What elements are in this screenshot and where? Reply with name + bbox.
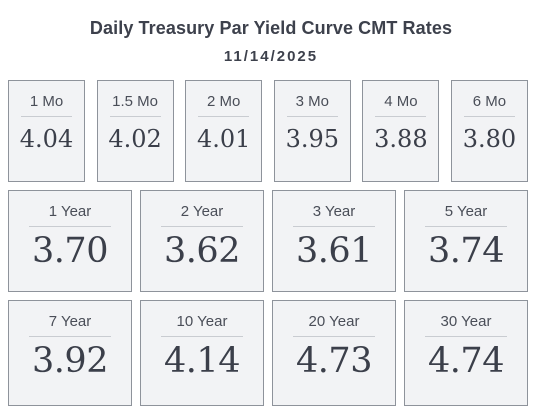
rate-tile-10-year: 10 Year 4.14 xyxy=(140,300,264,406)
divider xyxy=(293,336,375,337)
mid-term-rates-row: 1 Year 3.70 2 Year 3.62 3 Year 3.61 5 Ye… xyxy=(8,190,528,292)
term-label: 10 Year xyxy=(176,313,228,330)
rate-value: 4.02 xyxy=(108,125,162,153)
divider xyxy=(425,226,507,227)
term-label: 1.5 Mo xyxy=(112,93,159,110)
term-label: 1 Mo xyxy=(29,93,64,110)
divider xyxy=(161,336,243,337)
rate-tile-3-mo: 3 Mo 3.95 xyxy=(273,80,351,182)
rate-tile-5-year: 5 Year 3.74 xyxy=(404,190,528,292)
rate-tile-1-year: 1 Year 3.70 xyxy=(8,190,132,292)
divider xyxy=(21,116,72,117)
rate-value: 3.61 xyxy=(296,231,372,271)
rate-tile-30-year: 30 Year 4.74 xyxy=(404,300,528,406)
divider xyxy=(425,336,507,337)
rate-value: 3.80 xyxy=(462,125,517,153)
long-term-rates-row: 7 Year 3.92 10 Year 4.14 20 Year 4.73 30… xyxy=(8,300,528,406)
short-term-rates-row: 1 Mo 4.04 1.5 Mo 4.02 2 Mo 4.01 3 Mo 3.9… xyxy=(8,80,528,182)
divider xyxy=(286,116,338,117)
divider xyxy=(463,116,515,117)
rate-tile-1-5-mo: 1.5 Mo 4.02 xyxy=(96,80,174,182)
divider xyxy=(109,116,161,117)
divider xyxy=(29,226,111,227)
term-label: 3 Year xyxy=(312,203,356,220)
term-label: 7 Year xyxy=(48,313,92,330)
rate-value: 4.74 xyxy=(428,341,504,381)
term-label: 2 Year xyxy=(180,203,224,220)
rate-tile-6-mo: 6 Mo 3.80 xyxy=(450,80,528,182)
rate-value: 4.14 xyxy=(164,341,240,381)
term-label: 6 Mo xyxy=(472,93,507,110)
rate-value: 4.01 xyxy=(196,125,251,153)
rate-tile-2-year: 2 Year 3.62 xyxy=(140,190,264,292)
rate-tile-1-mo: 1 Mo 4.04 xyxy=(8,80,85,182)
divider xyxy=(29,336,111,337)
divider xyxy=(293,226,375,227)
page-title: Daily Treasury Par Yield Curve CMT Rates xyxy=(89,18,453,38)
term-label: 3 Mo xyxy=(295,93,329,110)
rate-value: 4.04 xyxy=(19,125,74,153)
term-label: 5 Year xyxy=(444,203,488,220)
rate-tile-3-year: 3 Year 3.61 xyxy=(272,190,396,292)
rate-tile-7-year: 7 Year 3.92 xyxy=(8,300,132,406)
divider xyxy=(161,226,243,227)
rate-tile-4-mo: 4 Mo 3.88 xyxy=(362,80,440,182)
rate-value: 3.88 xyxy=(374,125,428,153)
rate-tile-20-year: 20 Year 4.73 xyxy=(272,300,396,406)
divider xyxy=(198,116,250,117)
rate-value: 3.95 xyxy=(285,125,339,153)
rate-value: 3.70 xyxy=(32,231,108,271)
rate-tile-2-mo: 2 Mo 4.01 xyxy=(185,80,263,182)
term-label: 1 Year xyxy=(48,203,92,220)
divider xyxy=(375,116,427,117)
rate-value: 3.74 xyxy=(428,231,504,271)
rate-date: 11/14/2025 xyxy=(223,48,319,65)
rate-value: 3.62 xyxy=(164,231,240,271)
term-label: 30 Year xyxy=(440,313,492,330)
term-label: 20 Year xyxy=(308,313,360,330)
rate-value: 3.92 xyxy=(32,341,108,381)
term-label: 2 Mo xyxy=(207,93,241,110)
term-label: 4 Mo xyxy=(384,93,418,110)
rate-value: 4.73 xyxy=(296,341,372,381)
